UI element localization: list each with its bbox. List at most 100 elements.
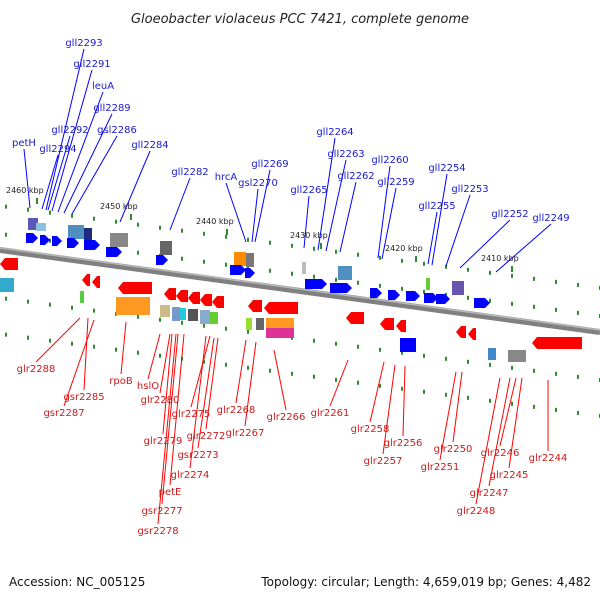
track-dot	[247, 265, 249, 270]
feature-box	[426, 278, 430, 290]
reverse-leader-line	[189, 335, 207, 469]
track-dot	[511, 365, 513, 370]
forward-gene-arrow	[156, 255, 168, 265]
reverse-leader-line	[273, 349, 287, 411]
track-dot	[5, 204, 7, 209]
feature-box	[246, 253, 254, 267]
reverse-leader-line	[508, 377, 523, 469]
reverse-gene-arrow	[200, 294, 212, 306]
track-dot	[577, 310, 579, 315]
track-dot	[247, 329, 249, 334]
track-dot	[445, 264, 447, 269]
track-dot	[357, 252, 359, 257]
forward-leader-line	[377, 165, 391, 259]
forward-leader-line	[63, 113, 113, 214]
forward-leader-line	[45, 48, 85, 211]
track-dot	[489, 362, 491, 367]
backbone-line	[0, 247, 600, 335]
forward-leader-line	[169, 177, 191, 231]
feature-box	[110, 233, 128, 247]
forward-leader-line	[251, 188, 259, 243]
forward-leader-line	[303, 195, 310, 249]
track-dot	[203, 323, 205, 328]
forward-gene-label: gll2255	[418, 201, 455, 212]
track-dot	[555, 371, 557, 376]
track-dot	[489, 398, 491, 403]
track-dot	[401, 286, 403, 291]
forward-gene-label: gll2249	[532, 213, 569, 224]
forward-gene-arrow	[436, 294, 450, 304]
reverse-gene-label: glr2257	[364, 456, 403, 467]
reverse-leader-line	[161, 333, 179, 505]
reverse-gene-label: gsr2273	[177, 450, 218, 461]
forward-gene-arrow	[67, 238, 79, 248]
forward-leader-line	[47, 135, 71, 211]
scale-tick-mark	[511, 266, 513, 272]
track-dot	[93, 216, 95, 221]
scale-tick-mark	[415, 256, 417, 262]
forward-leader-line	[71, 135, 118, 215]
scale-tick-label: 2440 kbp	[196, 217, 234, 226]
forward-gene-label: gll2282	[171, 167, 208, 178]
forward-gene-arrow	[370, 288, 382, 298]
scale-tick-label: 2430 kbp	[290, 231, 328, 240]
gene-labels: gll2293 gll2291 leuA gll2289 petH gll2292 gsl2…	[12, 38, 570, 537]
track-dot	[401, 350, 403, 355]
scale-ticks: 2460 kbp 2450 kbp 2440 kbp 2430 kbp 2420 kbp…	[6, 186, 519, 272]
track-dot	[49, 238, 51, 243]
track-dot	[225, 234, 227, 239]
track-dot	[577, 374, 579, 379]
track-dot	[467, 395, 469, 400]
reverse-gene-arrow	[264, 302, 298, 314]
track-dot	[445, 292, 447, 297]
reverse-leader-line	[205, 337, 219, 430]
scale-tick-label: 2450 kbp	[100, 202, 138, 211]
reverse-leader-line	[159, 333, 171, 394]
reverse-gene-arrow	[188, 292, 200, 304]
feature-box	[84, 228, 92, 240]
track-dot	[291, 271, 293, 276]
forward-gene-label: gll2254	[428, 163, 465, 174]
reverse-gene-label: glr2275	[172, 409, 211, 420]
feature-box	[210, 312, 218, 324]
reverse-gene-arrow	[212, 296, 224, 308]
track-dot	[379, 283, 381, 288]
forward-gene-arrow	[230, 265, 246, 275]
label-leader-lines	[23, 48, 552, 525]
track-dot	[577, 282, 579, 287]
feature-box	[302, 262, 306, 274]
forward-gene-label: gsl2270	[238, 178, 278, 189]
forward-leader-line	[427, 211, 438, 265]
reverse-gene-arrow	[380, 318, 394, 330]
forward-gene-label: petH	[12, 138, 36, 149]
reverse-gene-label: glr2256	[384, 438, 423, 449]
reverse-gene-label: gsr2277	[141, 506, 182, 517]
track-dot	[555, 279, 557, 284]
forward-gene-label: gll2291	[73, 59, 110, 70]
track-dot	[5, 232, 7, 237]
forward-leader-line	[317, 137, 336, 251]
feature-box	[266, 318, 294, 330]
feature-box	[0, 278, 14, 292]
feature-boxes	[0, 218, 526, 362]
genome-title: Gloeobacter violaceus PCC 7421, complete…	[131, 12, 469, 27]
reverse-leader-line	[369, 361, 385, 423]
reverse-leader-line	[35, 317, 81, 363]
track-dot	[71, 305, 73, 310]
track-dot	[49, 338, 51, 343]
reverse-gene-label: petE	[159, 487, 182, 498]
track-dot	[467, 359, 469, 364]
track-dot	[181, 320, 183, 325]
reverse-leader-line	[169, 333, 185, 486]
track-dot	[49, 210, 51, 215]
reverse-leader-line	[475, 377, 501, 505]
reverse-leader-line	[190, 335, 211, 408]
reverse-gene-label: glr2288	[17, 364, 56, 375]
track-dot	[533, 404, 535, 409]
track-dot	[115, 347, 117, 352]
track-dot	[357, 380, 359, 385]
forward-gene-arrow	[388, 290, 400, 300]
reverse-gene-label: glr2274	[171, 470, 210, 481]
feature-box	[338, 266, 352, 280]
